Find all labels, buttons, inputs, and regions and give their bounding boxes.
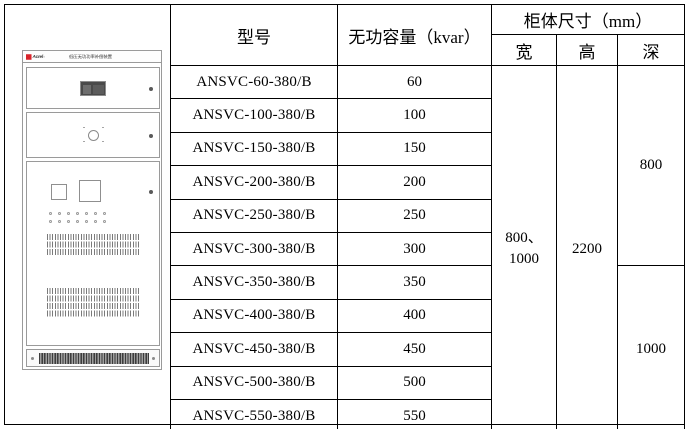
table-row: ANSVC-60-380/B 60 800、 1000 2200 800 — [170, 64, 685, 429]
table-row: ANSVC-550-380/B 550 — [170, 398, 685, 429]
breaker-large-icon — [79, 180, 101, 202]
breaker-small-icon — [51, 184, 67, 200]
table-row: ANSVC-100-380/B 100 — [170, 98, 685, 133]
knob-ticks-icon — [83, 127, 104, 144]
width-value-line2: 1000 — [509, 251, 539, 268]
brand-name-label: Acrel — [32, 53, 44, 60]
terminal-dot-grid — [49, 212, 109, 224]
table-header-row-2: 宽 高 深 — [171, 34, 685, 66]
cabinet-illustration: Acrel ® 低压无功功率补偿装置 — [22, 50, 162, 370]
screw-left-icon — [31, 357, 34, 360]
trademark-icon: ® — [43, 54, 46, 59]
cell-model: ANSVC-200-380/B — [170, 165, 338, 200]
display-meter-icon — [80, 81, 106, 96]
header-height: 高 — [556, 34, 618, 66]
cell-height-merged: 2200 — [556, 64, 618, 429]
table-row: ANSVC-400-380/B 400 — [170, 298, 685, 334]
cell-capacity: 250 — [337, 198, 492, 233]
ventilation-louver-lower — [47, 288, 139, 318]
cell-model: ANSVC-500-380/B — [170, 365, 338, 400]
indicator-led-3 — [149, 190, 153, 194]
header-depth: 深 — [617, 34, 685, 66]
table-row: ANSVC-300-380/B 300 — [170, 231, 685, 267]
table-row: ANSVC-150-380/B 150 — [170, 131, 685, 167]
cabinet-plinth — [26, 349, 160, 367]
screw-right-icon — [152, 357, 155, 360]
cell-capacity: 150 — [337, 131, 492, 167]
header-capacity: 无功容量（kvar） — [337, 4, 492, 66]
cell-model: ANSVC-350-380/B — [170, 265, 338, 300]
cabinet-caption-label: 低压无功功率补偿装置 — [69, 54, 112, 59]
cell-depth-lower: 1000 — [617, 265, 685, 429]
header-width: 宽 — [491, 34, 557, 66]
cell-model: ANSVC-300-380/B — [170, 231, 338, 267]
brand-mark-icon — [26, 53, 32, 60]
air-intake-grille — [39, 353, 149, 364]
acrel-logo: Acrel ® — [26, 53, 46, 60]
table-body: ANSVC-60-380/B 60 800、 1000 2200 800 ANS… — [170, 64, 685, 429]
table-row: ANSVC-200-380/B 200 — [170, 165, 685, 200]
cell-depth-upper: 800 — [617, 64, 685, 267]
cell-capacity: 200 — [337, 165, 492, 200]
cell-capacity: 350 — [337, 265, 492, 300]
header-dimensions-group: 柜体尺寸（mm） — [491, 4, 685, 35]
cabinet-meter-compartment — [26, 67, 160, 109]
cell-capacity: 500 — [337, 365, 492, 400]
cell-model: ANSVC-550-380/B — [170, 398, 338, 429]
cell-model: ANSVC-100-380/B — [170, 98, 338, 133]
table-header-row-1: 型号 无功容量（kvar） 柜体尺寸（mm） — [170, 4, 685, 66]
indicator-led-2 — [149, 134, 153, 138]
cell-model: ANSVC-450-380/B — [170, 332, 338, 367]
cell-width-merged: 800、 1000 — [491, 64, 557, 429]
header-model: 型号 — [170, 4, 338, 66]
cell-capacity: 100 — [337, 98, 492, 133]
cell-model: ANSVC-250-380/B — [170, 198, 338, 233]
cabinet-main-compartment — [26, 161, 160, 346]
indicator-led-1 — [149, 87, 153, 91]
table-row: ANSVC-450-380/B 450 — [170, 332, 685, 367]
cell-capacity: 60 — [337, 64, 492, 100]
cell-model: ANSVC-400-380/B — [170, 298, 338, 334]
width-value-line1: 800、 — [505, 230, 543, 247]
cell-capacity: 450 — [337, 332, 492, 367]
cell-capacity: 550 — [337, 398, 492, 429]
cell-model: ANSVC-150-380/B — [170, 131, 338, 167]
specification-table: 型号 无功容量（kvar） 柜体尺寸（mm） 宽 高 深 ANSVC-60-38… — [170, 4, 685, 429]
cell-model: ANSVC-60-380/B — [170, 64, 338, 100]
cell-capacity: 400 — [337, 298, 492, 334]
cabinet-knob-compartment — [26, 112, 160, 158]
ventilation-louver-upper — [47, 234, 139, 256]
product-image-panel: Acrel ® 低压无功功率补偿装置 — [5, 5, 170, 424]
cell-capacity: 300 — [337, 231, 492, 267]
cabinet-brand-header: Acrel ® 低压无功功率补偿装置 — [23, 51, 161, 63]
table-row: ANSVC-250-380/B 250 — [170, 198, 685, 233]
rotary-knob-icon — [88, 130, 99, 141]
